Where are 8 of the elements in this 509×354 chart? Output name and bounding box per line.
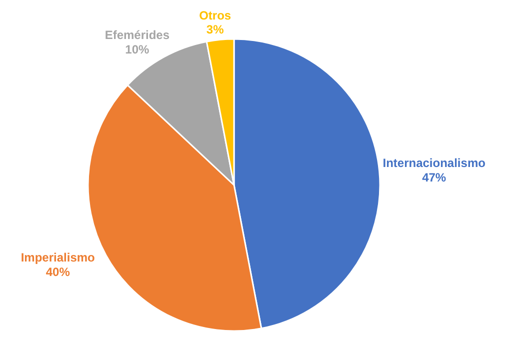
slice-label: Internacionalismo [382,156,486,170]
data-label: 40% [46,265,70,280]
data-label: 3% [206,22,224,37]
data-label: 10% [125,42,150,56]
slice-label: Otros [199,8,232,22]
slice-label: Efemérides [104,28,170,42]
slice-label: Imperialismo [20,250,95,265]
data-label: 47% [422,170,446,185]
